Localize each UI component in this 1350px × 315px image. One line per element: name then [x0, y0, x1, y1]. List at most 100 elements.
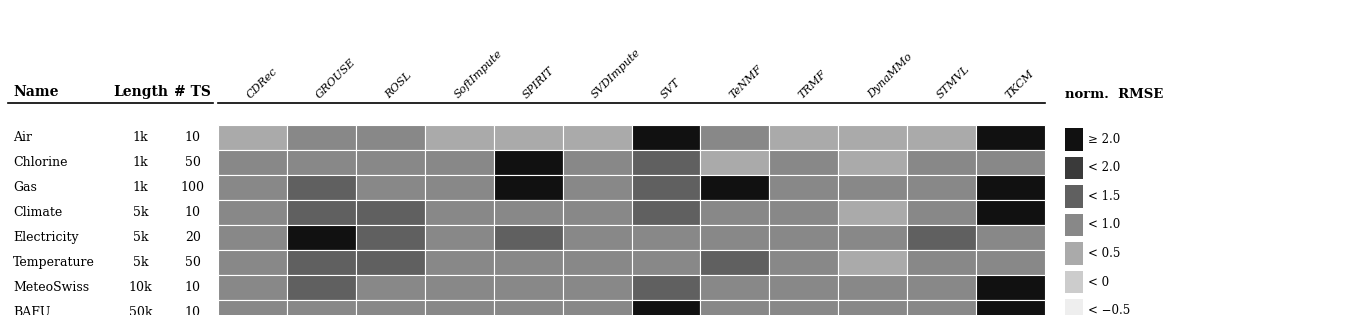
- Bar: [425, 175, 494, 200]
- Bar: [425, 225, 494, 250]
- Bar: [976, 300, 1045, 315]
- Text: 50: 50: [185, 156, 201, 169]
- Text: 10k: 10k: [128, 281, 153, 294]
- Bar: [976, 125, 1045, 150]
- Bar: [701, 150, 769, 175]
- Text: SVDImpute: SVDImpute: [590, 47, 643, 100]
- Text: < 2.0: < 2.0: [1088, 161, 1120, 175]
- Bar: [563, 225, 632, 250]
- Bar: [907, 250, 976, 275]
- Text: CDRec: CDRec: [246, 66, 279, 100]
- Text: 5k: 5k: [132, 231, 148, 244]
- Bar: [356, 225, 425, 250]
- Text: 1k: 1k: [132, 181, 148, 194]
- Bar: [769, 200, 838, 225]
- Bar: [632, 175, 701, 200]
- Bar: [838, 125, 907, 150]
- Bar: [907, 125, 976, 150]
- Bar: [976, 250, 1045, 275]
- Bar: [838, 275, 907, 300]
- Bar: [632, 275, 701, 300]
- Bar: [494, 225, 563, 250]
- Bar: [701, 225, 769, 250]
- Bar: [494, 150, 563, 175]
- Text: 10: 10: [185, 306, 201, 315]
- Bar: [563, 175, 632, 200]
- Bar: [907, 200, 976, 225]
- Text: SVT: SVT: [659, 77, 682, 100]
- Bar: [356, 125, 425, 150]
- Text: Air: Air: [14, 131, 32, 144]
- Text: Gas: Gas: [14, 181, 36, 194]
- Bar: [632, 250, 701, 275]
- Bar: [701, 125, 769, 150]
- Bar: [769, 300, 838, 315]
- Bar: [976, 200, 1045, 225]
- Text: DynaMMo: DynaMMo: [865, 52, 914, 100]
- Text: 50: 50: [185, 256, 201, 269]
- Text: 20: 20: [185, 231, 201, 244]
- Bar: [769, 275, 838, 300]
- Text: 1k: 1k: [132, 131, 148, 144]
- Bar: [288, 300, 356, 315]
- Text: ≥ 2.0: ≥ 2.0: [1088, 133, 1120, 146]
- Bar: [632, 300, 701, 315]
- Bar: [907, 225, 976, 250]
- Bar: [356, 300, 425, 315]
- Bar: [217, 225, 288, 250]
- Bar: [701, 175, 769, 200]
- Bar: [701, 300, 769, 315]
- Bar: [632, 125, 701, 150]
- Bar: [1065, 185, 1083, 208]
- Bar: [701, 250, 769, 275]
- Text: < 0.5: < 0.5: [1088, 247, 1120, 260]
- Bar: [976, 275, 1045, 300]
- Bar: [1065, 242, 1083, 265]
- Text: BAFU: BAFU: [14, 306, 50, 315]
- Bar: [976, 225, 1045, 250]
- Text: 100: 100: [181, 181, 205, 194]
- Bar: [494, 200, 563, 225]
- Bar: [1065, 157, 1083, 179]
- Text: SPIRIT: SPIRIT: [521, 65, 556, 100]
- Text: < 0: < 0: [1088, 276, 1110, 289]
- Bar: [288, 225, 356, 250]
- Text: 5k: 5k: [132, 206, 148, 219]
- Text: GROUSE: GROUSE: [315, 56, 358, 100]
- Bar: [838, 150, 907, 175]
- Bar: [288, 175, 356, 200]
- Bar: [1065, 214, 1083, 236]
- Bar: [838, 300, 907, 315]
- Text: TRMF: TRMF: [796, 68, 829, 100]
- Text: TKCM: TKCM: [1003, 68, 1035, 100]
- Bar: [425, 150, 494, 175]
- Bar: [425, 200, 494, 225]
- Bar: [217, 250, 288, 275]
- Text: < −0.5: < −0.5: [1088, 304, 1130, 315]
- Text: Length: Length: [113, 85, 167, 99]
- Bar: [356, 275, 425, 300]
- Bar: [425, 275, 494, 300]
- Bar: [632, 200, 701, 225]
- Bar: [701, 200, 769, 225]
- Bar: [356, 200, 425, 225]
- Text: Temperature: Temperature: [14, 256, 94, 269]
- Bar: [769, 125, 838, 150]
- Text: STMVL: STMVL: [934, 63, 971, 100]
- Bar: [769, 175, 838, 200]
- Bar: [632, 225, 701, 250]
- Bar: [217, 175, 288, 200]
- Text: Name: Name: [14, 85, 58, 99]
- Text: SoftImpute: SoftImpute: [452, 48, 504, 100]
- Bar: [288, 275, 356, 300]
- Bar: [1065, 128, 1083, 151]
- Bar: [563, 275, 632, 300]
- Bar: [217, 150, 288, 175]
- Text: 10: 10: [185, 206, 201, 219]
- Text: TeNMF: TeNMF: [728, 63, 764, 100]
- Bar: [494, 250, 563, 275]
- Bar: [494, 275, 563, 300]
- Bar: [838, 250, 907, 275]
- Bar: [356, 250, 425, 275]
- Text: 10: 10: [185, 281, 201, 294]
